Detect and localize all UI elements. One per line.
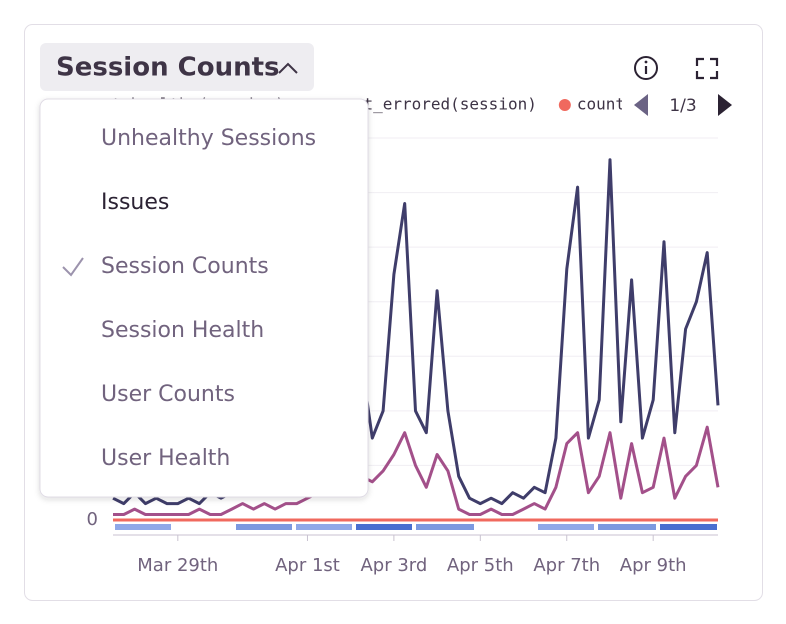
legend-swatch — [558, 99, 571, 111]
menu-option-label[interactable]: Session Counts — [101, 254, 269, 279]
x-tick-label: Mar 29th — [137, 555, 218, 576]
menu-option-label[interactable]: Unhealthy Sessions — [101, 126, 316, 151]
x-tick-label: Apr 5th — [447, 555, 514, 576]
release-bars — [115, 524, 717, 530]
x-tick-label: Apr 9th — [620, 555, 687, 576]
x-tick-label: Apr 1st — [275, 555, 340, 576]
x-tick-label: Apr 7th — [533, 555, 600, 576]
legend-next[interactable] — [718, 94, 732, 116]
chart-title[interactable]: Session Counts — [56, 53, 280, 83]
menu-option-label[interactable]: Session Health — [101, 318, 264, 343]
checkmark — [62, 257, 84, 277]
menu-option-label[interactable]: User Counts — [101, 382, 235, 407]
y-tick-label: 0 — [87, 509, 98, 530]
legend-label: count_crashed(session) — [577, 95, 786, 114]
chart-selector[interactable] — [40, 43, 314, 91]
legend-page: 1/3 — [669, 96, 696, 116]
legend-label: count_errored(session) — [325, 95, 537, 114]
menu-option[interactable] — [41, 171, 367, 235]
series-line — [113, 425, 720, 516]
chevron — [278, 62, 298, 74]
fullscreen-icon[interactable] — [695, 57, 719, 80]
menu-option-label[interactable]: User Health — [101, 446, 230, 471]
info-icon[interactable] — [634, 56, 658, 80]
menu-option-label[interactable]: Issues — [101, 190, 169, 215]
dropdown-menu: Unhealthy Sessions Issues Session Counts Se… — [39, 98, 369, 498]
legend-prev[interactable] — [634, 94, 648, 116]
menu-panel — [39, 98, 369, 498]
x-tick-label: Apr 3rd — [360, 555, 427, 576]
